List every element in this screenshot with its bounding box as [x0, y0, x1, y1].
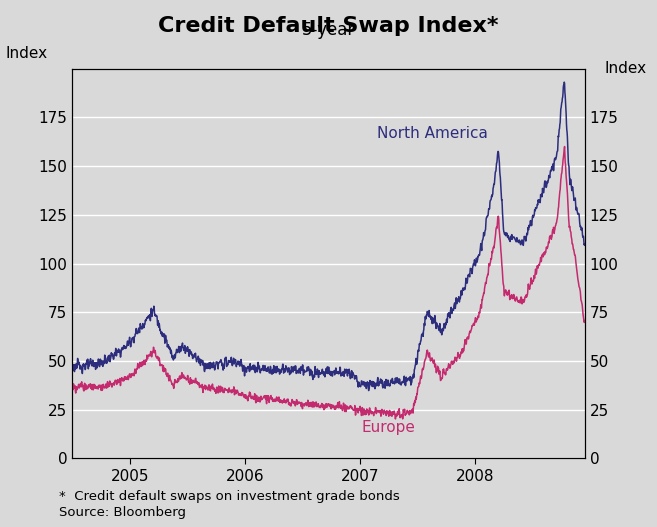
Y-axis label: Index: Index [604, 61, 646, 76]
Text: Source: Bloomberg: Source: Bloomberg [59, 506, 186, 519]
Title: 5-year: 5-year [302, 21, 355, 39]
Text: *  Credit default swaps on investment grade bonds: * Credit default swaps on investment gra… [59, 490, 400, 503]
Y-axis label: Index: Index [5, 46, 47, 61]
Text: Credit Default Swap Index*: Credit Default Swap Index* [158, 16, 499, 36]
Text: North America: North America [378, 125, 488, 141]
Text: Europe: Europe [361, 420, 415, 435]
